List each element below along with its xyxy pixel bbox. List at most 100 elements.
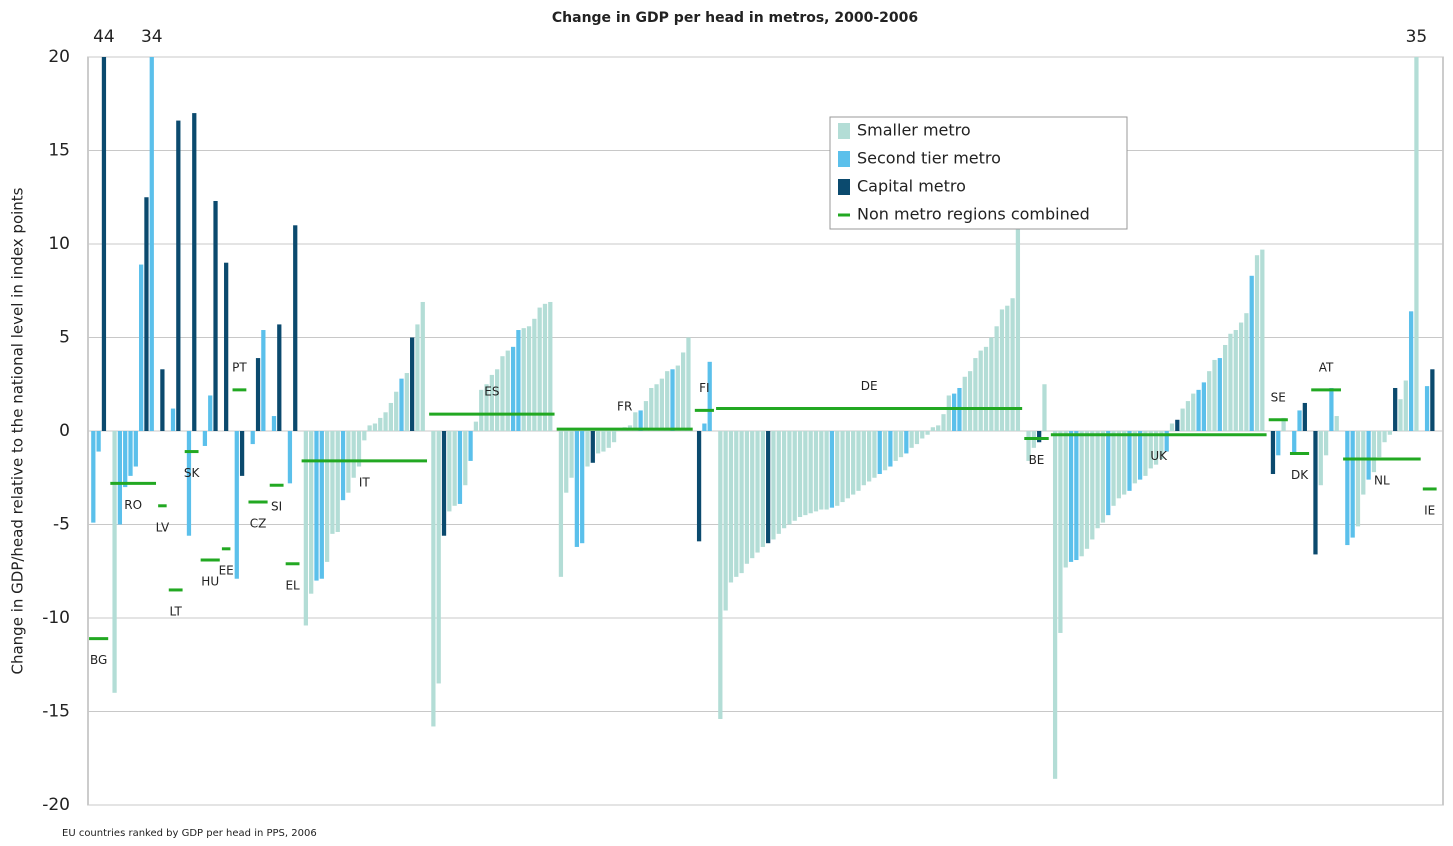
bar — [293, 225, 298, 431]
bar — [1334, 416, 1339, 431]
bar — [239, 431, 245, 476]
bar — [1185, 401, 1191, 431]
bar — [404, 373, 409, 431]
bar — [1313, 431, 1318, 555]
bar — [654, 384, 659, 431]
legend-swatch — [838, 179, 850, 195]
bar — [1233, 330, 1238, 431]
bar — [271, 416, 277, 431]
country-label: SI — [271, 500, 282, 514]
bar — [1005, 305, 1010, 431]
bar — [1424, 386, 1430, 431]
bar — [473, 421, 479, 431]
bar — [930, 427, 936, 431]
bar — [1249, 275, 1254, 431]
bar — [866, 431, 872, 482]
bar — [479, 389, 484, 431]
bar — [510, 346, 516, 431]
bar — [941, 414, 946, 431]
bar — [696, 431, 702, 542]
bar — [1026, 431, 1031, 461]
bar — [744, 431, 750, 564]
bar — [330, 431, 335, 534]
country-label: IT — [359, 475, 371, 489]
bar — [936, 425, 941, 431]
bar — [824, 431, 829, 510]
bar — [601, 431, 606, 452]
bar — [1169, 423, 1175, 431]
bar — [829, 431, 835, 508]
bar — [463, 431, 468, 486]
bar — [797, 431, 803, 518]
country-label: LT — [169, 604, 182, 618]
bar — [192, 113, 197, 431]
bar — [760, 431, 765, 547]
bar — [324, 431, 330, 562]
bar — [1318, 431, 1323, 486]
bar — [962, 376, 967, 431]
y-axis-label: Change in GDP/head relative to the natio… — [9, 187, 27, 674]
bar — [1377, 431, 1382, 458]
bar — [766, 431, 771, 544]
country-label: RO — [124, 498, 142, 512]
bar — [1068, 431, 1074, 562]
bar — [633, 412, 638, 431]
y-tick-label: -5 — [53, 515, 70, 535]
bar — [224, 262, 229, 431]
bar — [186, 431, 192, 536]
bar — [989, 337, 994, 431]
value-label: 44 — [93, 27, 115, 47]
legend-label: Second tier metro — [857, 149, 1001, 168]
y-tick-label: -20 — [42, 795, 70, 815]
bar — [1052, 431, 1058, 779]
bar — [1382, 431, 1387, 443]
bar — [835, 431, 840, 506]
bar — [893, 431, 898, 461]
bar — [840, 431, 845, 503]
bar — [1329, 387, 1334, 431]
bar — [112, 431, 117, 693]
value-label: 35 — [1406, 27, 1428, 47]
bar — [351, 431, 356, 478]
bar — [372, 423, 378, 431]
bar — [1063, 431, 1068, 568]
bar — [542, 303, 548, 431]
bar — [643, 401, 649, 431]
bar — [484, 384, 489, 431]
bar — [495, 369, 500, 431]
bar — [861, 431, 866, 486]
bar — [792, 431, 797, 521]
bar — [1175, 419, 1180, 431]
bar — [856, 431, 861, 491]
bar — [781, 431, 787, 529]
bar — [585, 431, 590, 467]
bar — [101, 57, 107, 431]
bar — [898, 431, 904, 458]
bar — [303, 431, 308, 626]
bar — [505, 350, 510, 431]
bar — [149, 57, 154, 431]
bar — [1084, 431, 1090, 549]
bar — [250, 431, 255, 445]
bar — [1366, 431, 1371, 480]
country-label: FI — [699, 381, 709, 395]
bar — [1153, 431, 1159, 465]
bar — [675, 365, 680, 431]
bar — [1270, 431, 1276, 475]
bar — [755, 431, 760, 553]
bar — [441, 431, 447, 536]
bar — [1042, 384, 1047, 431]
bar — [457, 431, 463, 504]
bar — [1223, 344, 1228, 431]
bar — [468, 431, 473, 461]
bar — [1116, 431, 1121, 499]
bar — [335, 431, 340, 532]
bar — [1260, 249, 1265, 431]
y-tick-label: -15 — [42, 702, 70, 722]
bar — [447, 431, 452, 512]
legend-swatch — [838, 151, 850, 167]
bar — [213, 200, 218, 431]
bar — [1037, 431, 1042, 443]
bar — [160, 369, 165, 431]
